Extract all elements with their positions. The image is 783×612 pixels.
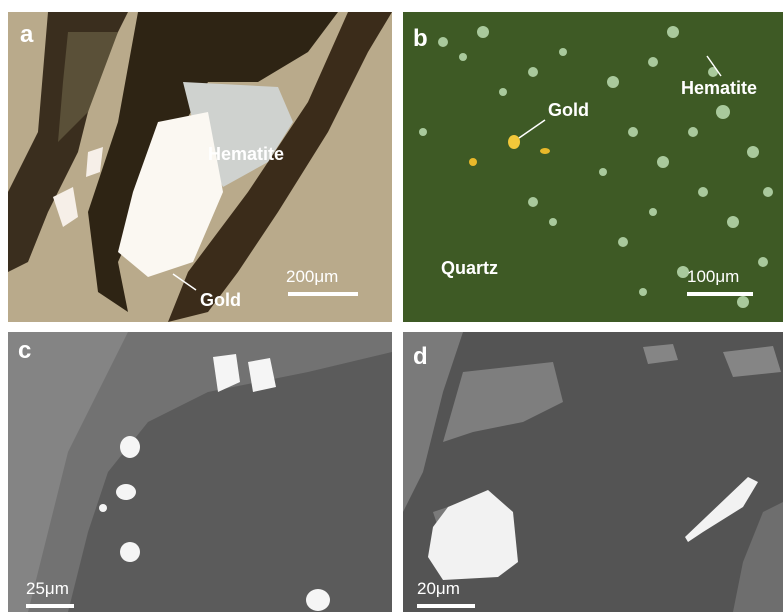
annotation: Hematite [208,144,284,164]
scale-bar-label: 20μm [417,579,460,598]
panel-d: d 20μm [403,332,783,612]
panel-b: b Gold Hematite Quartz 100μm [403,12,783,322]
panel-c: c 25μm [8,332,392,612]
gold-grain [120,436,140,458]
hematite [723,346,781,377]
dark-mineral [58,32,118,142]
panel-label: b [413,25,428,52]
background [403,12,783,322]
scale-bar [26,604,74,608]
scale-bar [288,292,358,296]
gold-grain [469,158,477,166]
textured-area [8,332,392,612]
gold-grain [306,589,330,611]
panel-a: a Hematite Gold 200μm [8,12,392,322]
panel-label: d [413,343,428,370]
scale-bar [417,604,475,608]
crack [8,12,128,272]
hematite [403,332,463,512]
hematite [733,502,783,612]
scale-bar-label: 100μm [687,267,739,286]
hematite-grains [419,26,773,308]
arrow [172,273,197,291]
gold-grain [685,477,758,542]
panel-label: c [18,337,31,364]
panel-label: a [20,21,34,48]
textured-area [8,332,128,612]
crack [88,12,338,312]
gold-grain [213,354,240,392]
gold-grain [428,490,518,580]
annotation: Gold [548,100,589,120]
hematite [643,344,678,364]
gold-grain [248,358,276,392]
gold-region [53,187,78,227]
annotation: Gold [200,290,241,310]
annotation: Hematite [681,78,757,98]
hematite [443,362,563,442]
annotation: Quartz [441,258,498,278]
gold-grain [99,504,107,512]
gold-region [86,147,103,177]
gold-grain [508,135,520,149]
scale-bar-label: 200μm [286,267,338,286]
crack [168,12,392,322]
gold-region [118,112,223,277]
gold-grain [120,542,140,562]
scale-bar-label: 25μm [26,579,69,598]
arrow [706,55,722,77]
gold-grain [540,148,550,154]
gold-grain [116,484,136,500]
scale-bar [687,292,753,296]
arrow [518,119,546,139]
